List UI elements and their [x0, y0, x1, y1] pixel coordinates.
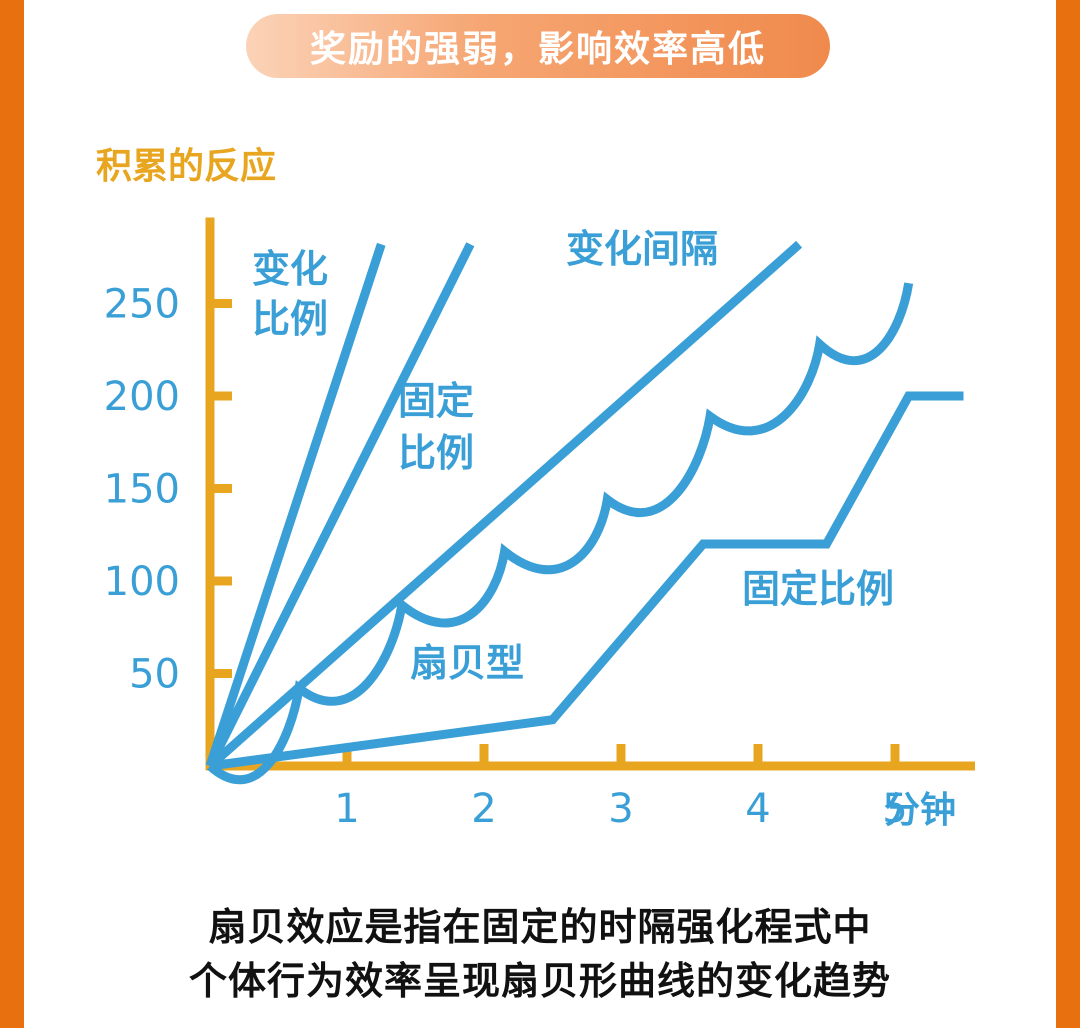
- series-variable-interval: [207, 240, 803, 770]
- x-axis-label: 分钟: [884, 790, 956, 831]
- x-tick-label: 2: [471, 786, 496, 832]
- x-tick-label: 3: [608, 786, 633, 832]
- series-fixed-ratio-steps: [209, 391, 964, 771]
- x-tick-label: 5: [882, 786, 907, 832]
- x-tick-label: 1: [334, 786, 359, 832]
- series-scallop: [206, 282, 914, 785]
- content-card: [24, 0, 1056, 1028]
- x-tick-label: 4: [745, 786, 770, 832]
- title-banner: 奖励的强弱，影响效率高低: [246, 14, 830, 78]
- y-tick-label: 50: [129, 652, 180, 698]
- y-axis-label: 积累的反应: [96, 146, 276, 187]
- caption-line-2: 个体行为效率呈现扇贝形曲线的变化趋势: [188, 959, 891, 1003]
- series-label: 扇贝型: [410, 641, 524, 685]
- y-tick-label: 200: [104, 374, 180, 420]
- series-label: 固定比例: [742, 567, 894, 611]
- series-label: 变化间隔: [566, 227, 718, 271]
- caption-line-1: 扇贝效应是指在固定的时隔强化程式中: [208, 905, 872, 949]
- series-label: 固定: [398, 379, 474, 423]
- y-tick-label: 150: [104, 467, 180, 513]
- banner-title: 奖励的强弱，影响效率高低: [309, 29, 766, 70]
- series-label: 比例: [252, 297, 328, 341]
- series-label: 变化: [252, 247, 328, 291]
- y-tick-label: 250: [104, 282, 180, 328]
- series-fixed-ratio: [205, 242, 475, 769]
- series-variable-ratio: [205, 242, 386, 768]
- series-label: 比例: [398, 431, 474, 475]
- y-tick-label: 100: [104, 559, 180, 605]
